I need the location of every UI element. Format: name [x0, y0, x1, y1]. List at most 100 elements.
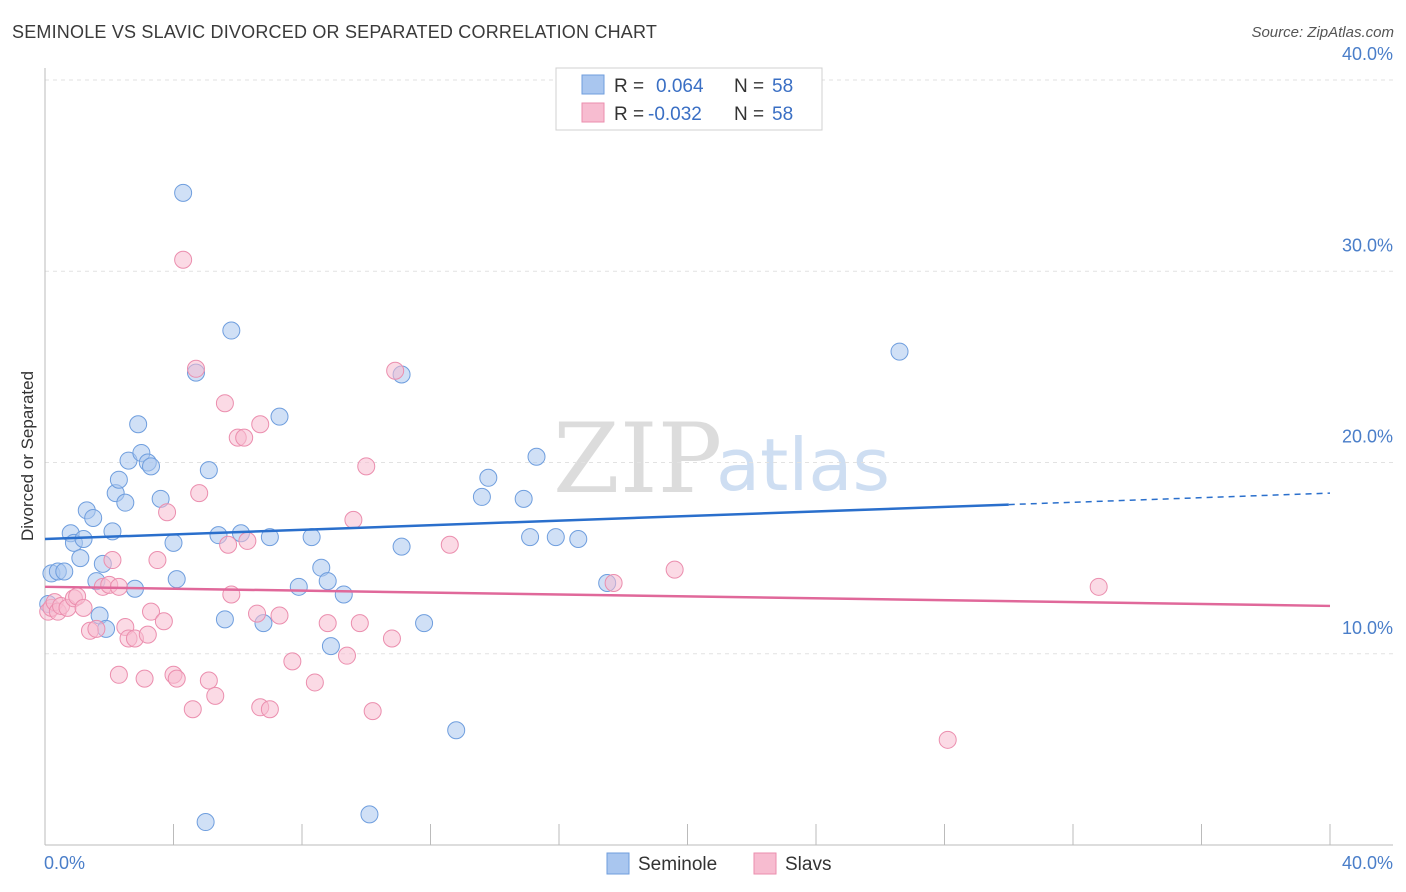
y-tick-label: 10.0%	[1342, 618, 1393, 638]
seminole-point	[546, 528, 565, 547]
slavs-point	[186, 359, 205, 378]
seminole-point	[527, 447, 546, 466]
seminole-point	[71, 549, 90, 568]
legend-r-label-slavs: R =	[614, 104, 644, 125]
seminole-point	[196, 813, 215, 832]
seminole-point	[167, 570, 186, 589]
legend-swatch-slavs	[581, 102, 605, 123]
seminole-point	[55, 562, 74, 581]
seminole-point	[215, 610, 234, 629]
slavs-point	[109, 665, 128, 684]
slavs-point	[135, 669, 154, 688]
slavs-point	[386, 361, 405, 380]
watermark-zip: ZIP	[553, 403, 722, 515]
legend-swatch-seminole	[581, 74, 605, 95]
y-axis-title: Divorced or Separated	[18, 371, 37, 541]
slavs-point	[167, 669, 186, 688]
bottom-legend-label-seminole: Seminole	[638, 854, 717, 875]
seminole-point	[321, 637, 340, 656]
seminole-point	[334, 585, 353, 604]
seminole-point	[174, 183, 193, 202]
seminole-point	[521, 528, 540, 547]
seminole-trend-extension	[1008, 492, 1331, 506]
slavs-point	[190, 484, 209, 503]
slavs-point	[260, 700, 279, 719]
seminole-point	[447, 721, 466, 740]
slavs-point	[344, 510, 363, 529]
legend-r-label-seminole: R =	[614, 76, 644, 97]
slavs-point	[337, 646, 356, 665]
seminole-point	[514, 489, 533, 508]
slavs-point	[350, 614, 369, 633]
seminole-point	[199, 461, 218, 480]
legend-n-value-slavs: 58	[772, 104, 793, 125]
slavs-point	[357, 457, 376, 476]
slavs-trend-line	[44, 585, 1331, 608]
seminole-point	[129, 415, 148, 434]
legend-n-label-slavs: N =	[734, 104, 764, 125]
slavs-point	[382, 629, 401, 648]
slavs-point	[206, 686, 225, 705]
slavs-point	[148, 551, 167, 570]
seminole-point	[164, 533, 183, 552]
slavs-point	[74, 598, 93, 617]
seminole-point	[270, 407, 289, 426]
x-tick-label-max: 40.0%	[1342, 853, 1393, 873]
seminole-point	[84, 508, 103, 527]
grid-lines	[45, 79, 1393, 655]
slavs-point	[87, 619, 106, 638]
slavs-point	[235, 428, 254, 447]
slavs-point	[665, 560, 684, 579]
legend-stats: R = 0.064 N = 58 R = -0.032 N = 58	[555, 67, 823, 131]
seminole-point	[289, 577, 308, 596]
slavs-point	[154, 612, 173, 631]
y-axis-tick-labels: 10.0% 20.0% 30.0% 40.0%	[1342, 44, 1393, 638]
slavs-point	[138, 625, 157, 644]
slavs-point	[238, 531, 257, 550]
seminole-point	[890, 342, 909, 361]
seminole-point	[360, 805, 379, 824]
seminole-point	[109, 470, 128, 489]
y-tick-label: 20.0%	[1342, 427, 1393, 447]
slavs-point	[142, 602, 161, 621]
seminole-point	[142, 457, 161, 476]
seminole-point	[569, 530, 588, 548]
slavs-point	[363, 702, 382, 721]
seminole-point	[472, 487, 491, 506]
y-tick-label: 40.0%	[1342, 44, 1393, 64]
chart-title: SEMINOLE VS SLAVIC DIVORCED OR SEPARATED…	[12, 22, 658, 42]
watermark: ZIP atlas	[553, 403, 890, 515]
slavs-point	[248, 604, 267, 623]
bottom-legend-label-slavs: Slavs	[785, 854, 831, 875]
slavs-point	[251, 415, 270, 434]
seminole-point	[116, 493, 135, 512]
chart-source: Source: ZipAtlas.com	[1251, 24, 1394, 41]
slavs-point	[1089, 577, 1108, 596]
slavs-point	[219, 535, 238, 554]
slavs-point	[158, 503, 177, 522]
slavs-point	[283, 652, 302, 671]
seminole-point	[415, 614, 434, 633]
slavs-point	[305, 673, 324, 692]
slavs-point	[938, 730, 957, 749]
seminole-trend-line	[44, 503, 1009, 541]
x-axis-ticks	[44, 824, 1331, 845]
slavs-point	[199, 671, 218, 690]
y-tick-label: 30.0%	[1342, 235, 1393, 255]
legend-r-value-seminole: 0.064	[656, 76, 704, 97]
seminole-point	[479, 468, 498, 487]
slavs-point	[440, 535, 459, 554]
trend-lines	[44, 492, 1331, 608]
slavs-point	[604, 573, 623, 592]
seminole-point	[222, 321, 241, 340]
seminole-point	[302, 528, 321, 547]
watermark-atlas: atlas	[716, 423, 890, 507]
slavs-point	[183, 700, 202, 719]
x-tick-label-min: 0.0%	[44, 853, 85, 873]
seminole-point	[318, 572, 337, 591]
slavs-point	[270, 606, 289, 625]
slavs-point	[103, 551, 122, 570]
seminole-point	[260, 528, 279, 547]
slavs-point	[174, 250, 193, 269]
